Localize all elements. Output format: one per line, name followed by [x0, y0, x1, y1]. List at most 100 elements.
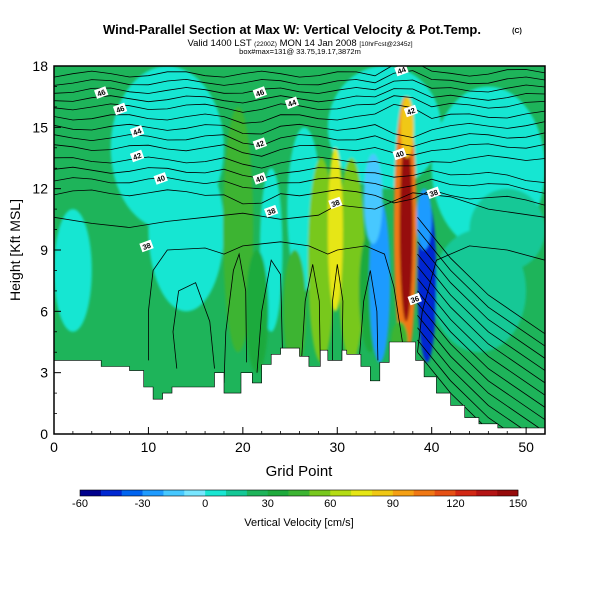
- theta-label-text: 44: [287, 97, 299, 109]
- subtitle-date: MON 14 Jan 2008: [280, 38, 357, 49]
- theta-contour-line: [417, 217, 545, 335]
- theta-label-text: 46: [115, 104, 126, 115]
- theta-label: 44: [394, 66, 409, 77]
- theta-label: 46: [252, 86, 268, 99]
- velocity-cell: [399, 137, 413, 322]
- colorbar-swatch: [246, 490, 269, 496]
- colorbar-swatch: [392, 490, 415, 496]
- colorbar-tick-label: 30: [262, 498, 274, 510]
- theta-contour-line: [417, 327, 531, 434]
- theta-label-bg: [153, 172, 168, 185]
- theta-label: 42: [129, 149, 145, 163]
- theta-label-bg: [252, 137, 268, 150]
- theta-contour-line: [417, 339, 513, 434]
- x-tick-label: 10: [141, 439, 157, 455]
- chart-title: Wind-Parallel Section at Max W: Vertical…: [103, 22, 481, 37]
- theta-contour-line: [172, 282, 215, 369]
- theta-contour-line: [417, 290, 545, 408]
- theta-label-text: 36: [409, 294, 420, 305]
- plot-area: 46 46 44 42 40 38 46 44 42 40 38 38 44 42 40 38 36: [54, 66, 545, 434]
- velocity-cell: [245, 250, 269, 373]
- theta-contour-line: [54, 143, 545, 157]
- theta-contour-line: [417, 302, 545, 421]
- y-tick-label: 9: [40, 242, 48, 258]
- colorbar-ticks: -60 -30 0 30 60 90 120 150: [72, 498, 527, 510]
- chart-title-copyright: (C): [512, 28, 522, 35]
- y-tick-label: 0: [40, 426, 48, 442]
- velocity-cell: [363, 153, 383, 244]
- colorbar-swatch: [288, 490, 310, 496]
- colorbar-tick-label: -60: [72, 498, 88, 510]
- theta-label-text: 44: [132, 126, 144, 138]
- y-tick-label: 3: [40, 365, 48, 381]
- theta-label: 38: [139, 239, 154, 253]
- velocity-cell: [54, 209, 92, 332]
- theta-label-text: 40: [155, 173, 166, 184]
- colorbar-swatch: [226, 490, 248, 496]
- colorbar-tick-label: 90: [387, 498, 399, 510]
- y-tick-label: 15: [32, 119, 48, 135]
- theta-label: 38: [263, 204, 279, 218]
- theta-contour-line: [54, 103, 545, 124]
- theta-contour-line: [54, 166, 545, 183]
- theta-label-bg: [284, 96, 300, 110]
- subtitle-run: [10hrFcst@2345z]: [359, 41, 412, 48]
- colorbar-swatch: [100, 490, 123, 496]
- colorbar-swatch: [184, 490, 206, 496]
- x-tick-label: 20: [235, 439, 251, 455]
- velocity-cell: [416, 188, 432, 250]
- y-axis: 0 3 6 9 12 15 18: [32, 58, 61, 442]
- theta-contour-line: [54, 177, 545, 194]
- theta-contour-line: [54, 192, 545, 228]
- theta-label-bg: [263, 204, 279, 218]
- x-tick-label: 40: [424, 439, 440, 455]
- theta-contour-line: [358, 270, 379, 363]
- colorbar-swatch: [121, 490, 143, 496]
- colorbar-swatch: [309, 490, 331, 496]
- theta-label: 40: [153, 172, 168, 185]
- chart-subtitle-box: box#max=131@ 33.75,19.17,3872m: [239, 47, 361, 56]
- theta-contour-line: [417, 266, 545, 384]
- theta-label-text: 42: [132, 151, 143, 162]
- theta-contour-line: [223, 252, 247, 383]
- theta-label-text: 40: [255, 173, 266, 184]
- theta-label-text: 38: [141, 241, 152, 252]
- subtitle-utc: (2200Z): [254, 41, 277, 48]
- theta-label: 36: [407, 292, 422, 306]
- theta-label-text: 38: [428, 188, 439, 199]
- colorbar-swatch: [434, 490, 456, 496]
- theta-contour-line: [256, 259, 283, 373]
- theta-label-text: 38: [266, 206, 277, 217]
- theta-label-bg: [328, 196, 343, 210]
- colorbar-tick-label: 120: [446, 498, 464, 510]
- velocity-cell: [283, 250, 307, 373]
- theta-contours: [54, 66, 545, 434]
- x-axis-label: Grid Point: [266, 463, 334, 480]
- theta-label-bg: [94, 86, 109, 99]
- colorbar-tick-label: 150: [509, 498, 527, 510]
- velocity-cell: [327, 147, 343, 312]
- x-axis: 0 10 20 30 40 50: [50, 427, 546, 455]
- theta-contour-line: [148, 241, 404, 361]
- x-tick-label: 50: [518, 439, 534, 455]
- theta-label-bg: [112, 102, 128, 116]
- velocity-cell: [469, 188, 545, 271]
- theta-contour-line: [417, 351, 495, 434]
- velocity-cell: [307, 158, 335, 363]
- theta-contour-line: [54, 79, 545, 94]
- theta-label: 44: [284, 96, 300, 110]
- colorbar-swatch: [372, 490, 394, 496]
- theta-label-bg: [407, 292, 422, 306]
- colorbar-swatch: [497, 490, 519, 496]
- theta-label-bg: [129, 149, 145, 163]
- theta-label-bg: [403, 104, 419, 118]
- theta-label: 46: [112, 102, 128, 116]
- theta-label-text: 42: [255, 139, 266, 150]
- theta-label: 38: [328, 196, 343, 210]
- colorbar-swatch: [80, 490, 102, 496]
- velocity-cell: [338, 158, 365, 363]
- theta-label: 40: [392, 147, 407, 161]
- theta-label-text: 46: [96, 87, 107, 98]
- colorbar-swatch: [267, 490, 289, 496]
